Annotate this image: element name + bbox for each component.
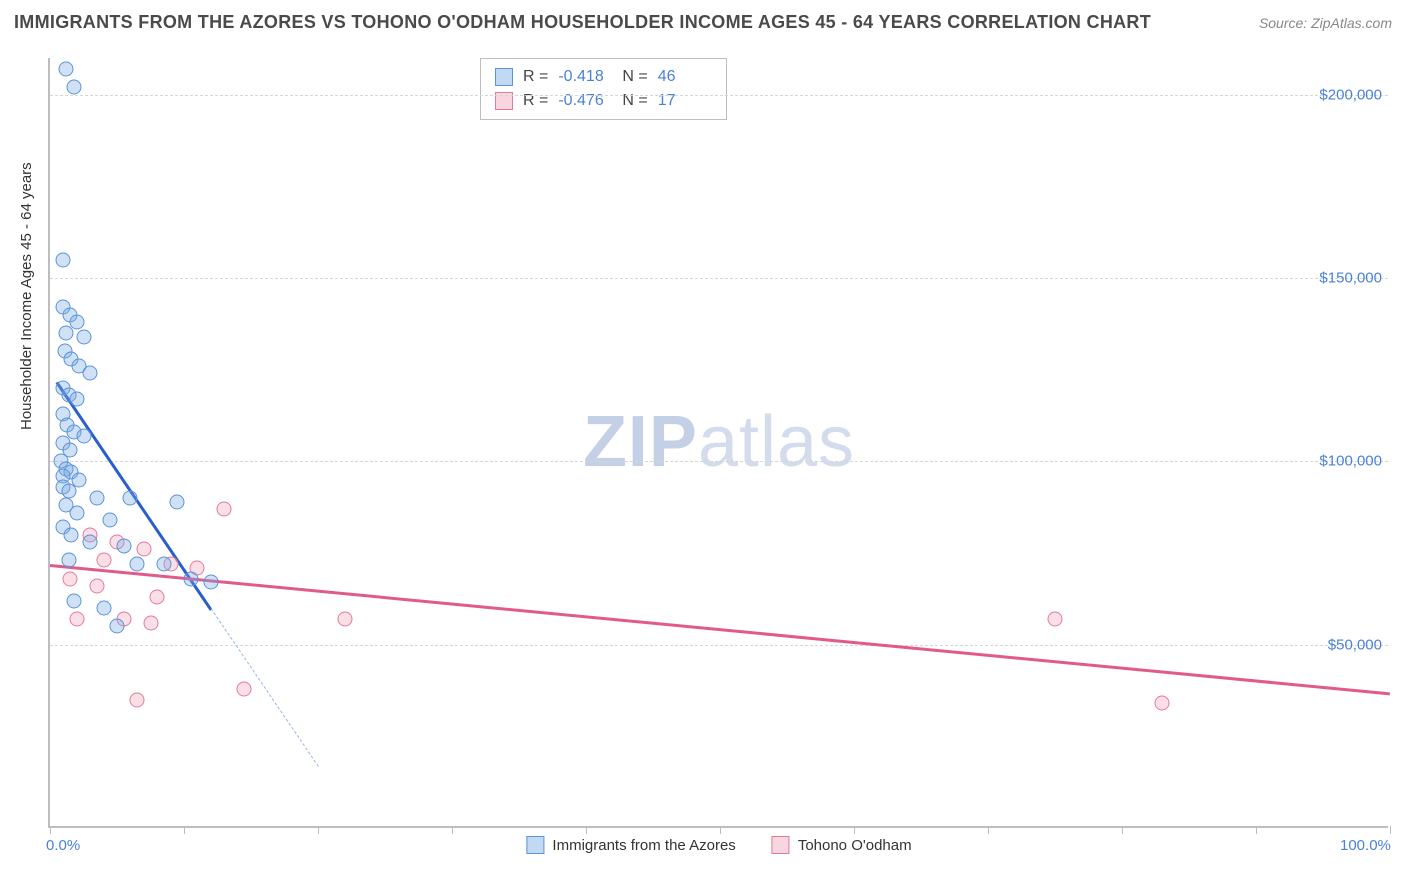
data-point-blue <box>61 483 76 498</box>
y-tick-label: $100,000 <box>1319 453 1390 470</box>
legend-label-blue: Immigrants from the Azores <box>552 837 735 854</box>
x-tick <box>1256 826 1257 834</box>
data-point-blue <box>76 428 91 443</box>
x-tick-label: 100.0% <box>1340 837 1391 854</box>
chart-header: IMMIGRANTS FROM THE AZORES VS TOHONO O'O… <box>14 12 1392 33</box>
data-point-pink <box>143 615 158 630</box>
bottom-legend: Immigrants from the Azores Tohono O'odha… <box>526 836 911 854</box>
x-tick <box>720 826 721 834</box>
stat-r-blue: -0.418 <box>558 65 612 89</box>
data-point-blue <box>59 326 74 341</box>
y-axis-title: Householder Income Ages 45 - 64 years <box>18 162 35 430</box>
data-point-blue <box>64 527 79 542</box>
data-point-pink <box>1048 612 1063 627</box>
data-point-blue <box>110 619 125 634</box>
chart-source: Source: ZipAtlas.com <box>1259 15 1392 31</box>
data-point-pink <box>96 553 111 568</box>
data-point-blue <box>130 557 145 572</box>
x-tick <box>1390 826 1391 834</box>
x-tick <box>184 826 185 834</box>
swatch-blue-icon <box>526 836 544 854</box>
data-point-pink <box>150 590 165 605</box>
x-tick <box>988 826 989 834</box>
data-point-blue <box>183 571 198 586</box>
stats-row-blue: R = -0.418 N = 46 <box>495 65 712 89</box>
y-tick-label: $150,000 <box>1319 270 1390 287</box>
data-point-blue <box>123 491 138 506</box>
chart-title: IMMIGRANTS FROM THE AZORES VS TOHONO O'O… <box>14 12 1151 33</box>
watermark: ZIPatlas <box>583 401 855 483</box>
stat-n-label: N = <box>622 65 647 89</box>
data-point-pink <box>63 571 78 586</box>
data-point-blue <box>69 505 84 520</box>
data-point-pink <box>130 692 145 707</box>
data-point-blue <box>170 494 185 509</box>
data-point-blue <box>156 557 171 572</box>
data-point-pink <box>89 579 104 594</box>
data-point-pink <box>1155 696 1170 711</box>
data-point-blue <box>69 392 84 407</box>
y-tick-label: $50,000 <box>1328 636 1390 653</box>
data-point-blue <box>83 366 98 381</box>
x-tick <box>854 826 855 834</box>
stat-r-pink: -0.476 <box>558 89 612 113</box>
data-point-blue <box>59 62 74 77</box>
data-point-blue <box>96 601 111 616</box>
data-point-blue <box>116 538 131 553</box>
data-point-blue <box>67 80 82 95</box>
data-point-blue <box>203 575 218 590</box>
data-point-blue <box>61 553 76 568</box>
data-point-pink <box>69 612 84 627</box>
stat-n-blue: 46 <box>658 65 712 89</box>
watermark-bold: ZIP <box>583 402 698 482</box>
y-tick-label: $200,000 <box>1319 86 1390 103</box>
data-point-pink <box>136 542 151 557</box>
x-tick <box>50 826 51 834</box>
swatch-pink-icon <box>772 836 790 854</box>
data-point-blue <box>83 535 98 550</box>
data-point-blue <box>67 593 82 608</box>
trendline-pink <box>50 564 1390 695</box>
data-point-blue <box>76 329 91 344</box>
gridline-h <box>50 278 1388 279</box>
gridline-h <box>50 645 1388 646</box>
data-point-blue <box>56 252 71 267</box>
plot-area: ZIPatlas R = -0.418 N = 46 R = -0.476 N … <box>48 58 1388 828</box>
gridline-h <box>50 95 1388 96</box>
legend-item-blue: Immigrants from the Azores <box>526 836 735 854</box>
x-tick <box>1122 826 1123 834</box>
stat-r-label: R = <box>523 65 548 89</box>
data-point-pink <box>217 502 232 517</box>
x-tick <box>586 826 587 834</box>
data-point-pink <box>237 681 252 696</box>
trendline-blue-dashed <box>210 608 318 766</box>
stat-n-label: N = <box>622 89 647 113</box>
stat-n-pink: 17 <box>658 89 712 113</box>
stats-row-pink: R = -0.476 N = 17 <box>495 89 712 113</box>
x-tick-label: 0.0% <box>46 837 80 854</box>
legend-item-pink: Tohono O'odham <box>772 836 912 854</box>
data-point-pink <box>337 612 352 627</box>
x-tick <box>318 826 319 834</box>
stats-legend-box: R = -0.418 N = 46 R = -0.476 N = 17 <box>480 58 727 120</box>
data-point-blue <box>103 513 118 528</box>
watermark-light: atlas <box>698 402 855 482</box>
swatch-blue <box>495 68 513 86</box>
stat-r-label: R = <box>523 89 548 113</box>
data-point-blue <box>89 491 104 506</box>
x-tick <box>452 826 453 834</box>
legend-label-pink: Tohono O'odham <box>798 837 912 854</box>
gridline-h <box>50 461 1388 462</box>
